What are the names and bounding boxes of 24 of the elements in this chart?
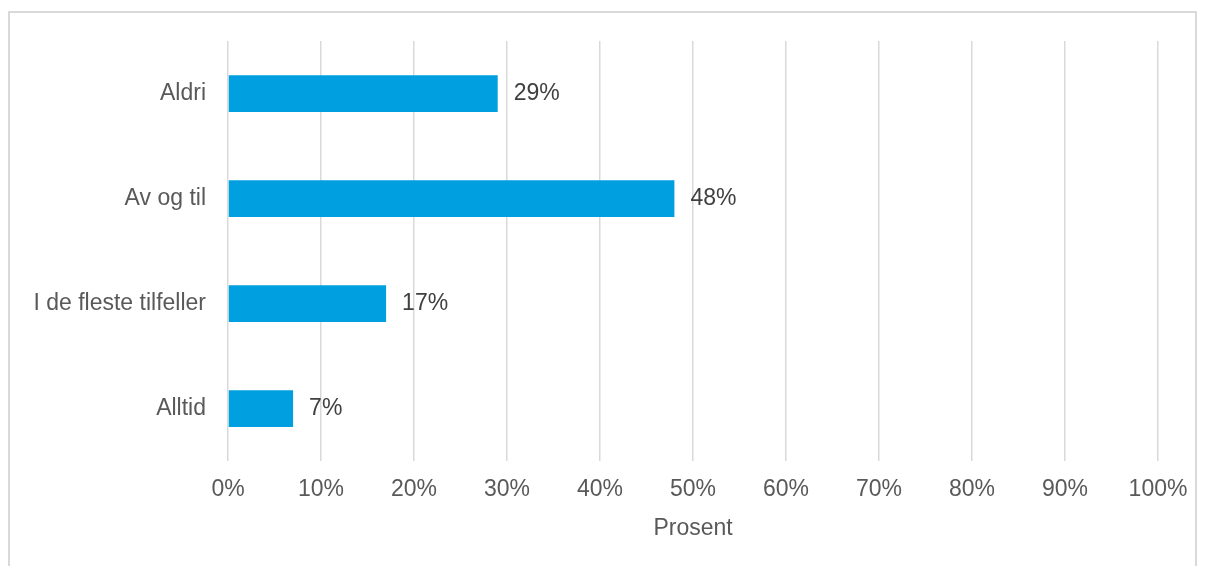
data-label: 29% [513, 78, 560, 105]
x-tick-label: 20% [390, 475, 438, 502]
x-tick-label: 30% [483, 475, 531, 502]
x-tick-label: 70% [855, 475, 903, 502]
bar [228, 285, 387, 322]
x-tick-label: 60% [762, 475, 810, 502]
data-label: 48% [690, 183, 737, 210]
y-tick-label: Av og til [124, 183, 206, 210]
data-label: 7% [309, 393, 343, 420]
x-tick-label: 10% [297, 475, 345, 502]
x-tick-label: 100% [1128, 475, 1188, 502]
bar [228, 180, 675, 217]
x-tick-label: 50% [669, 475, 717, 502]
x-tick-label: 80% [948, 475, 996, 502]
bar [228, 75, 498, 112]
bar [228, 390, 294, 427]
x-tick-label: 90% [1041, 475, 1089, 502]
y-tick-label: I de fleste tilfeller [33, 288, 207, 315]
y-tick-label: Alltid [156, 393, 206, 420]
x-axis-title: Prosent [653, 513, 734, 540]
y-tick-label: Aldri [159, 78, 206, 105]
data-label: 17% [402, 288, 449, 315]
x-tick-label: 0% [211, 475, 245, 502]
x-tick-label: 40% [576, 475, 624, 502]
